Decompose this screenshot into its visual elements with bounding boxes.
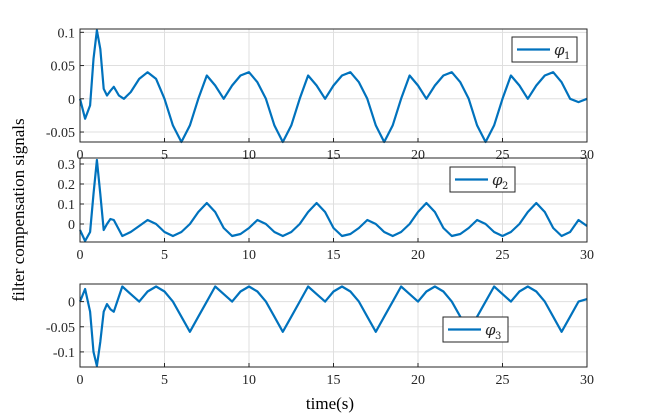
x-tick-label: 30 [580,373,594,388]
x-tick-label: 20 [411,373,425,388]
x-tick-label: 20 [411,148,425,163]
y-tick-label: 0.1 [58,26,76,41]
subplot-phi2: 0 5 10 15 20 25 30 0 0.1 0.2 0.3 φ 2 [58,157,594,263]
y-tick-label: 0.3 [58,158,76,173]
x-tick-label: 30 [580,248,594,263]
y-tick-label: 0.2 [58,178,76,193]
x-tick-label: 0 [77,148,84,163]
x-axis-label: time(s) [306,394,354,413]
series-line-phi3 [78,285,588,368]
legend-label: φ [485,321,496,339]
y-tick-label: -0.05 [46,321,75,336]
x-tick-label: 10 [242,373,256,388]
legend-subscript: 2 [502,181,508,192]
x-tick-label: 20 [411,248,425,263]
x-tick-label: 5 [161,148,168,163]
y-tick-label: -0.05 [46,126,75,141]
y-tick-label: 0 [68,296,75,311]
y-tick-label: 0.05 [51,60,76,75]
x-tick-label: 25 [496,148,510,163]
y-tick-label: 0 [68,218,75,233]
y-tick-label: -0.1 [53,346,75,361]
legend-label: φ [492,171,503,189]
x-tick-label: 25 [496,248,510,263]
x-tick-label: 15 [327,373,341,388]
x-tick-label: 10 [242,148,256,163]
x-tick-label: 5 [161,248,168,263]
legend-subscript: 1 [564,51,570,62]
y-axis-label: filter compensation signals [9,118,28,301]
legend-subscript: 3 [495,331,501,342]
x-tick-label: 5 [161,373,168,388]
series-line-phi1 [78,29,588,144]
series-line-phi2 [79,158,588,243]
x-tick-label: 0 [77,373,84,388]
legend-label: φ [554,41,565,59]
y-tick-label: 0.1 [58,198,76,213]
x-tick-label: 0 [77,248,84,263]
x-tick-label: 30 [580,148,594,163]
x-tick-label: 15 [327,148,341,163]
x-tick-label: 25 [496,373,510,388]
subplot-phi3: 0 5 10 15 20 25 30 -0.1 -0.05 0 φ 3 [46,283,594,388]
x-tick-label: 15 [327,248,341,263]
y-tick-label: 0 [68,93,75,108]
x-tick-label: 10 [242,248,256,263]
